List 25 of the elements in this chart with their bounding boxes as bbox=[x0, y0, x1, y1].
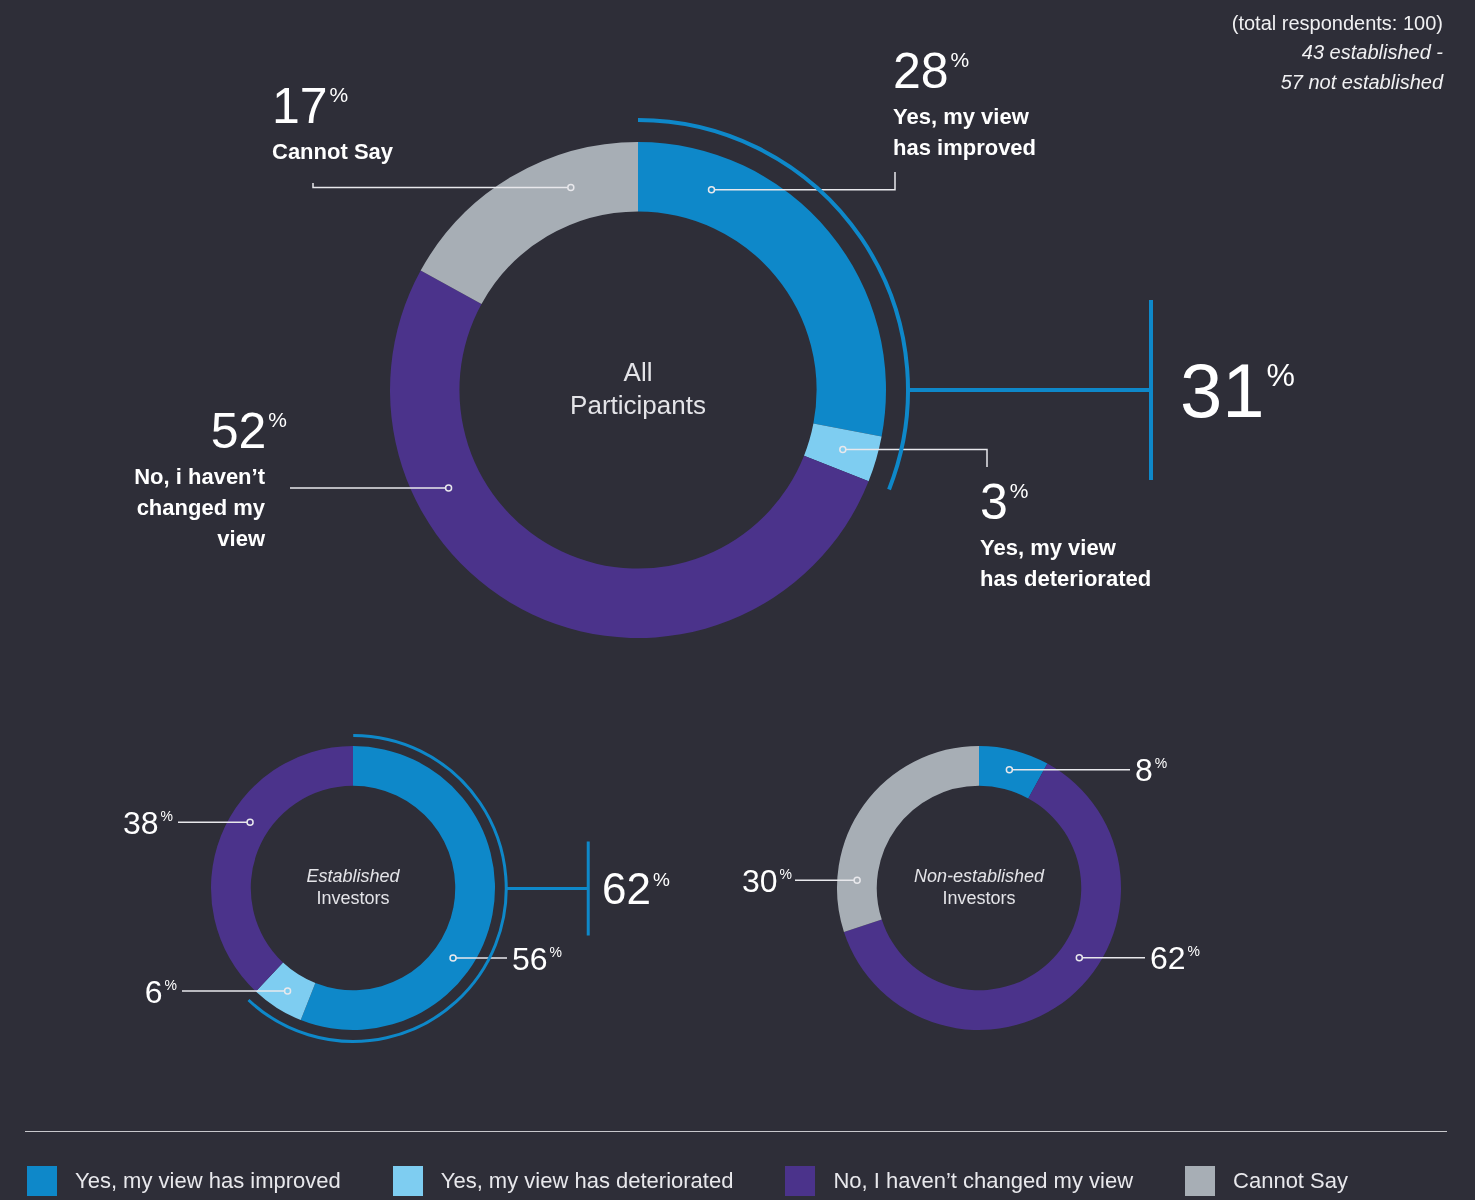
data-label: 8% bbox=[1135, 752, 1168, 789]
text: 43 established - 57 not established bbox=[1280, 41, 1444, 93]
data-label: 38% bbox=[122, 804, 173, 841]
legend-label: Yes, my view has deteriorated bbox=[440, 1168, 734, 1194]
data-label: 62% bbox=[1150, 940, 1201, 977]
slice-label: Cannot Say bbox=[272, 139, 394, 164]
text: (total respondents: 100) bbox=[1231, 11, 1443, 34]
slice-label: Yes, my view has improved bbox=[893, 104, 1037, 160]
data-label: 3% bbox=[980, 474, 1029, 530]
text: 62% bbox=[602, 863, 670, 913]
data-label: 17% bbox=[272, 78, 349, 134]
data-label: 6% bbox=[144, 973, 177, 1010]
legend-label: Yes, my view has improved bbox=[75, 1168, 341, 1194]
text: All Participants bbox=[570, 356, 706, 420]
data-label: 52% bbox=[210, 403, 288, 459]
text: Non-established Investors bbox=[913, 866, 1046, 908]
text: 31% bbox=[1180, 348, 1295, 434]
legend-label: No, I haven’t changed my view bbox=[833, 1168, 1134, 1194]
legend-label: Cannot Say bbox=[1233, 1168, 1348, 1194]
data-label: 56% bbox=[512, 940, 563, 977]
slice-label: No, i haven’t changed my view bbox=[134, 464, 266, 551]
data-label: 28% bbox=[893, 43, 970, 99]
data-label: 30% bbox=[741, 862, 792, 899]
text: Established Investors bbox=[306, 866, 401, 908]
slice-label: Yes, my view has deteriorated bbox=[980, 535, 1152, 591]
